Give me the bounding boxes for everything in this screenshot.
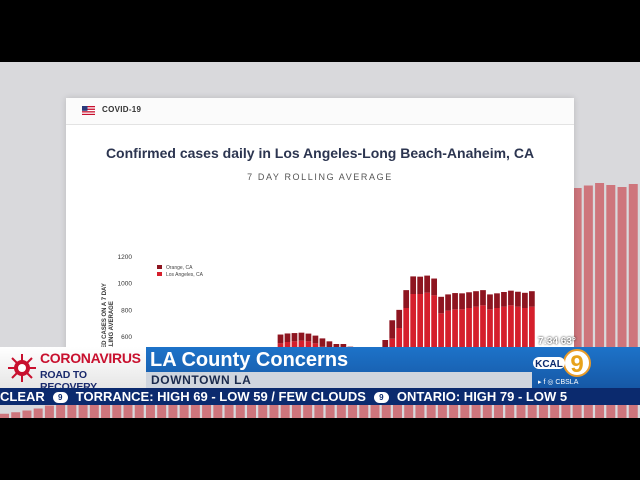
bar-orange bbox=[445, 294, 451, 311]
background-bar bbox=[33, 408, 43, 418]
legend-label: Los Angeles, CA bbox=[166, 272, 204, 278]
station-name: KCAL bbox=[535, 359, 563, 370]
weather-ticker: CLEAR 9 TORRANCE: HIGH 69 - LOW 59 / FEW C… bbox=[0, 388, 640, 405]
background-bar bbox=[67, 398, 77, 418]
ticker-item: TORRANCE: HIGH 69 - LOW 59 / FEW CLOUDS bbox=[75, 389, 366, 404]
location-bar: DOWNTOWN LA bbox=[146, 372, 532, 388]
bar-orange bbox=[508, 290, 514, 306]
ticker-item: CLEAR bbox=[0, 389, 45, 404]
covid-label: COVID-19 bbox=[102, 105, 142, 114]
bar-orange bbox=[466, 292, 472, 308]
ticker-item: ONTARIO: HIGH 79 - LOW 5 bbox=[396, 389, 568, 404]
kcal9-logo-icon: 9 KCAL bbox=[533, 349, 591, 377]
bar-los-angeles bbox=[417, 294, 424, 398]
background-bar bbox=[583, 185, 593, 418]
channel-number: 9 bbox=[570, 351, 583, 377]
legend-label: Orange, CA bbox=[166, 265, 193, 271]
background-bar bbox=[617, 187, 627, 418]
background-bar bbox=[22, 410, 32, 418]
bar-orange bbox=[396, 309, 403, 328]
bar-orange bbox=[312, 335, 319, 344]
bar-orange bbox=[515, 291, 521, 307]
background-bar bbox=[11, 412, 21, 418]
background-bar bbox=[44, 405, 54, 418]
virus-icon bbox=[8, 354, 36, 382]
bar-orange bbox=[487, 294, 493, 310]
bar-orange bbox=[473, 291, 479, 307]
background-bar bbox=[0, 413, 9, 418]
chart-title: Confirmed cases daily in Los Angeles-Lon… bbox=[105, 145, 535, 161]
bar-orange bbox=[403, 290, 410, 308]
brand-coronavirus: CORONAVIRUS bbox=[40, 350, 141, 366]
y-tick-label: 600 bbox=[121, 334, 132, 341]
bar-los-angeles bbox=[410, 294, 417, 398]
bar-orange bbox=[459, 293, 465, 310]
headline: LA County Concerns bbox=[150, 349, 349, 371]
bar-orange bbox=[438, 296, 444, 314]
cbs-eye-icon: 9 bbox=[373, 392, 389, 403]
slide-header: COVID-19 bbox=[66, 98, 574, 125]
bar-orange bbox=[522, 292, 528, 308]
cbs-eye-icon: 9 bbox=[52, 392, 68, 403]
bar-orange bbox=[326, 341, 333, 351]
bar-orange bbox=[410, 276, 417, 294]
bar-orange bbox=[452, 293, 458, 310]
background-bar bbox=[78, 394, 88, 418]
bar-orange bbox=[529, 291, 535, 307]
social-text: CBSLA bbox=[555, 379, 579, 386]
us-flag-icon bbox=[82, 106, 95, 115]
time-temperature: 7:34 63° bbox=[538, 336, 576, 347]
bar-orange bbox=[291, 333, 298, 342]
bar-orange bbox=[284, 333, 291, 342]
background-bar bbox=[606, 185, 616, 418]
location-text: DOWNTOWN LA bbox=[151, 373, 252, 387]
y-axis-label: CONFIRMED CASES ON A 7 DAY bbox=[102, 283, 108, 377]
bar-orange bbox=[319, 338, 326, 347]
social-handle: ▸ f ◎ CBSLA bbox=[538, 379, 579, 386]
y-tick-label: 1200 bbox=[118, 254, 133, 261]
background-bar bbox=[595, 183, 605, 418]
bar-orange bbox=[431, 278, 437, 296]
bar-orange bbox=[389, 320, 396, 339]
background-bar bbox=[572, 188, 582, 418]
bar-orange bbox=[417, 276, 424, 294]
ticker-track: CLEAR 9 TORRANCE: HIGH 69 - LOW 59 / FEW C… bbox=[0, 389, 567, 404]
background-bar bbox=[56, 402, 66, 418]
bar-orange bbox=[277, 334, 284, 344]
bar-los-angeles bbox=[424, 292, 431, 398]
bar-orange bbox=[298, 332, 305, 341]
bar-los-angeles bbox=[431, 295, 437, 398]
chart-subtitle: 7 DAY ROLLING AVERAGE bbox=[247, 172, 393, 182]
background-bar bbox=[628, 184, 638, 418]
coronavirus-brand: CORONAVIRUS ROAD TO RECOVERY bbox=[0, 347, 146, 393]
bar-orange bbox=[501, 292, 507, 307]
bar-orange bbox=[424, 275, 431, 293]
y-axis-label: ROLLING AVERAGE bbox=[109, 301, 115, 359]
bar-orange bbox=[305, 333, 312, 342]
y-tick-label: 800 bbox=[121, 307, 132, 314]
bar-orange bbox=[494, 293, 500, 308]
legend-swatch bbox=[157, 272, 162, 276]
y-tick-label: 1000 bbox=[118, 281, 133, 288]
bar-orange bbox=[480, 290, 486, 306]
legend-swatch bbox=[157, 265, 162, 269]
